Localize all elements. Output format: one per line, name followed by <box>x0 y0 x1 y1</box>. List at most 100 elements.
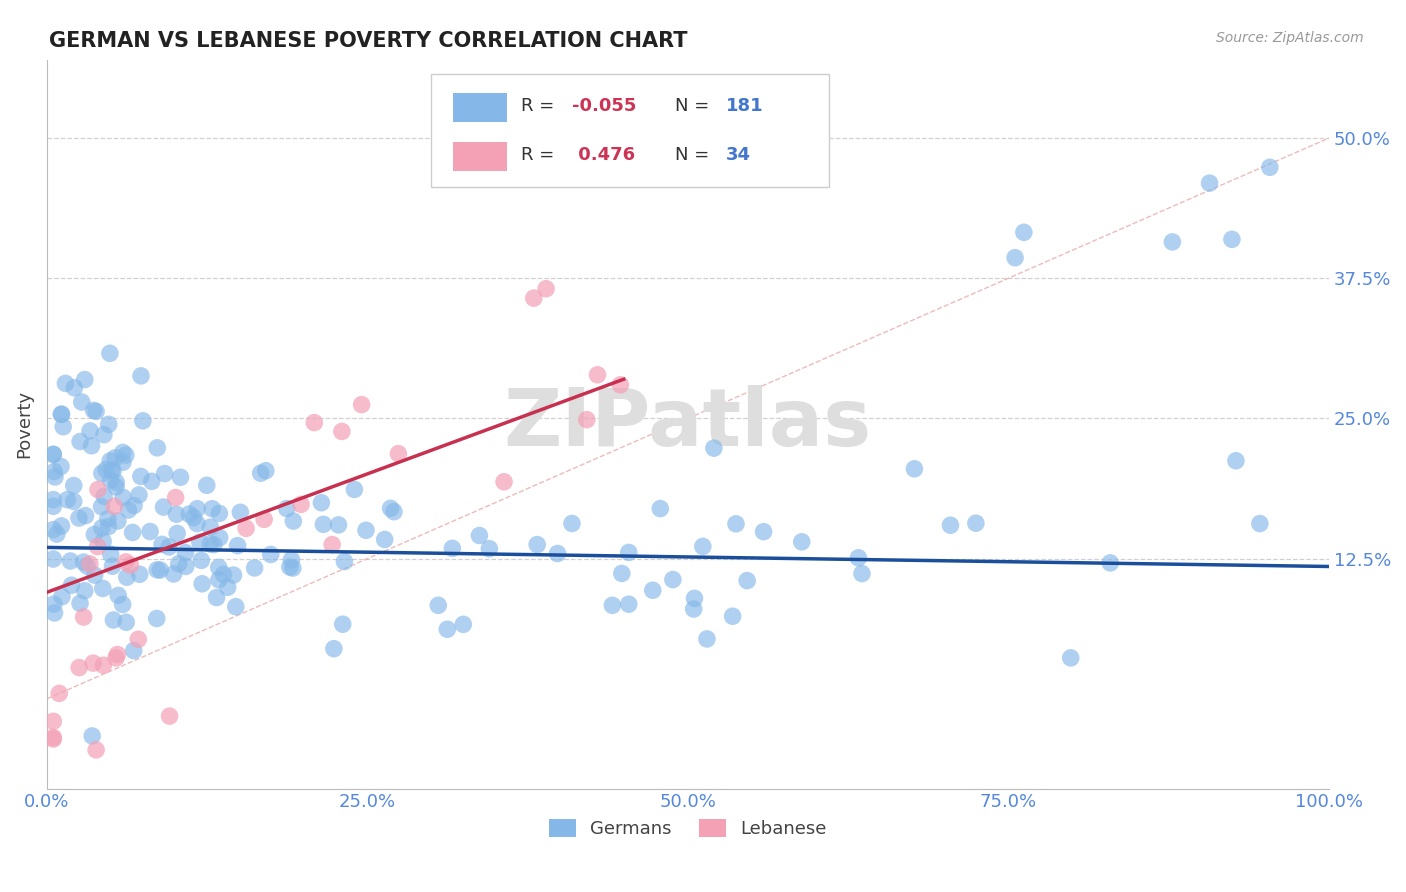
Point <box>354 523 377 537</box>
Point <box>226 539 249 553</box>
Point <box>186 501 208 516</box>
Point <box>100 547 122 561</box>
Point <box>179 507 201 521</box>
Point <box>51 407 73 421</box>
Point <box>186 516 208 531</box>
FancyBboxPatch shape <box>432 74 828 187</box>
Point <box>83 527 105 541</box>
Point <box>174 545 197 559</box>
Text: ZIPatlas: ZIPatlas <box>503 385 872 463</box>
Point <box>165 507 187 521</box>
Point <box>208 573 231 587</box>
Point <box>100 463 122 477</box>
Point <box>107 588 129 602</box>
Point <box>93 427 115 442</box>
Point <box>166 526 188 541</box>
Point <box>103 500 125 514</box>
Point <box>112 491 135 505</box>
Text: 34: 34 <box>727 146 751 164</box>
Point <box>547 547 569 561</box>
Point <box>67 660 90 674</box>
Point <box>1249 516 1271 531</box>
Point <box>212 567 235 582</box>
Point <box>441 541 464 556</box>
Point <box>191 576 214 591</box>
Point <box>111 598 134 612</box>
Point <box>683 591 706 606</box>
Point <box>283 514 305 528</box>
Point <box>115 570 138 584</box>
Point <box>322 641 344 656</box>
Point <box>75 508 97 523</box>
Point <box>101 559 124 574</box>
Point <box>478 541 501 556</box>
Point <box>350 398 373 412</box>
Point <box>146 563 169 577</box>
Point <box>222 568 245 582</box>
Point <box>851 566 873 581</box>
Point <box>120 558 142 573</box>
Point <box>208 507 231 521</box>
Point <box>91 534 114 549</box>
Point <box>55 376 77 391</box>
Point <box>42 732 65 747</box>
Point <box>243 561 266 575</box>
Bar <box>453 142 508 171</box>
Point <box>44 470 66 484</box>
Point <box>94 462 117 476</box>
Point <box>150 537 173 551</box>
Point <box>90 467 112 481</box>
Point <box>42 447 65 461</box>
Point <box>79 557 101 571</box>
Bar <box>453 94 508 122</box>
Point <box>52 419 75 434</box>
Point <box>115 448 138 462</box>
Point <box>90 521 112 535</box>
Point <box>69 434 91 449</box>
Point <box>84 743 107 757</box>
Point <box>1225 454 1247 468</box>
Point <box>103 613 125 627</box>
Point <box>382 505 405 519</box>
Point <box>321 538 343 552</box>
Point <box>122 643 145 657</box>
Point <box>152 500 174 514</box>
Point <box>374 533 396 547</box>
Point <box>97 519 120 533</box>
Point <box>278 560 301 574</box>
Point <box>153 467 176 481</box>
Point <box>105 480 128 494</box>
Point <box>253 512 276 526</box>
Point <box>100 473 122 487</box>
Point <box>42 731 65 745</box>
Point <box>200 520 222 534</box>
Point <box>56 492 79 507</box>
Point <box>724 516 747 531</box>
Point <box>586 368 609 382</box>
Point <box>128 567 150 582</box>
Point <box>84 404 107 418</box>
Point <box>330 425 353 439</box>
Point <box>1012 225 1035 239</box>
Point <box>117 503 139 517</box>
Point <box>575 412 598 426</box>
Point <box>235 521 257 535</box>
Point <box>132 414 155 428</box>
Point <box>104 450 127 465</box>
Point <box>735 574 758 588</box>
Point <box>111 455 134 469</box>
Point <box>260 548 283 562</box>
Point <box>127 632 149 647</box>
Point <box>42 714 65 729</box>
Point <box>526 537 548 551</box>
Point <box>343 483 366 497</box>
Point <box>121 525 143 540</box>
Point <box>72 610 94 624</box>
Point <box>848 550 870 565</box>
Point <box>696 632 718 646</box>
Point <box>59 554 82 568</box>
Point <box>312 517 335 532</box>
Point <box>304 416 326 430</box>
Point <box>276 501 298 516</box>
Point <box>129 469 152 483</box>
